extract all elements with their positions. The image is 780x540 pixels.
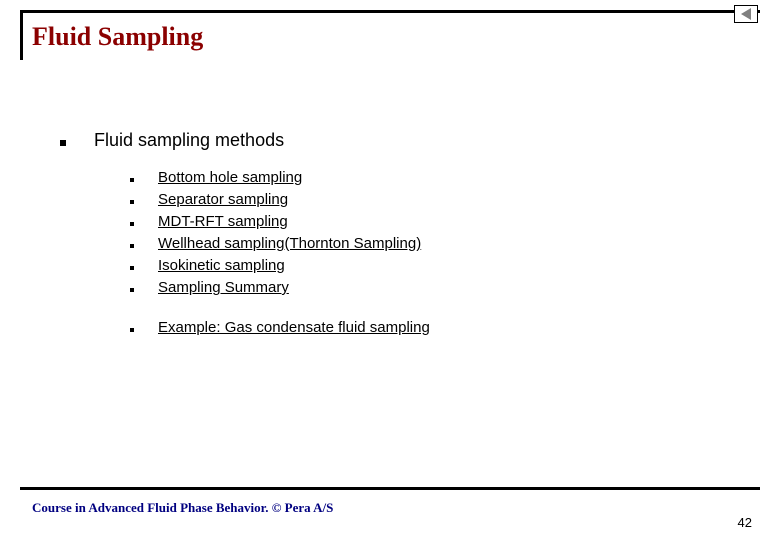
list-item: Isokinetic sampling [130, 257, 740, 274]
list-item-link[interactable]: Wellhead sampling(Thornton Sampling) [158, 235, 421, 252]
bullet-icon [130, 266, 134, 270]
page-number: 42 [738, 515, 752, 530]
list-item-link[interactable]: MDT-RFT sampling [158, 213, 288, 230]
main-bullet-text: Fluid sampling methods [94, 130, 284, 151]
bullet-icon [130, 222, 134, 226]
bullet-icon [130, 200, 134, 204]
border-top [20, 10, 760, 13]
list-item: Separator sampling [130, 191, 740, 208]
footer-text: Course in Advanced Fluid Phase Behavior.… [32, 500, 333, 516]
list-item-link[interactable]: Separator sampling [158, 191, 288, 208]
list-item-link[interactable]: Example: Gas condensate fluid sampling [158, 319, 430, 336]
border-left [20, 10, 23, 60]
main-bullet-row: Fluid sampling methods [60, 130, 740, 151]
list-item: Bottom hole sampling [130, 169, 740, 186]
back-arrow-icon [741, 8, 751, 20]
list-item: MDT-RFT sampling [130, 213, 740, 230]
bullet-icon [60, 140, 66, 146]
bullet-icon [130, 288, 134, 292]
bullet-icon [130, 244, 134, 248]
border-bottom [20, 487, 760, 490]
slide-container: Fluid Sampling Fluid sampling methods Bo… [0, 0, 780, 540]
content-area: Fluid sampling methods Bottom hole sampl… [60, 130, 740, 341]
group-gap [60, 301, 740, 319]
list-item-link[interactable]: Sampling Summary [158, 279, 289, 296]
bullet-icon [130, 328, 134, 332]
back-button[interactable] [734, 5, 758, 23]
sub-bullet-group-1: Bottom hole sampling Separator sampling MD… [130, 169, 740, 296]
sub-bullet-group-2: Example: Gas condensate fluid sampling [130, 319, 740, 336]
list-item: Sampling Summary [130, 279, 740, 296]
list-item: Wellhead sampling(Thornton Sampling) [130, 235, 740, 252]
list-item-link[interactable]: Bottom hole sampling [158, 169, 302, 186]
bullet-icon [130, 178, 134, 182]
list-item: Example: Gas condensate fluid sampling [130, 319, 740, 336]
list-item-link[interactable]: Isokinetic sampling [158, 257, 285, 274]
slide-title: Fluid Sampling [32, 22, 203, 52]
